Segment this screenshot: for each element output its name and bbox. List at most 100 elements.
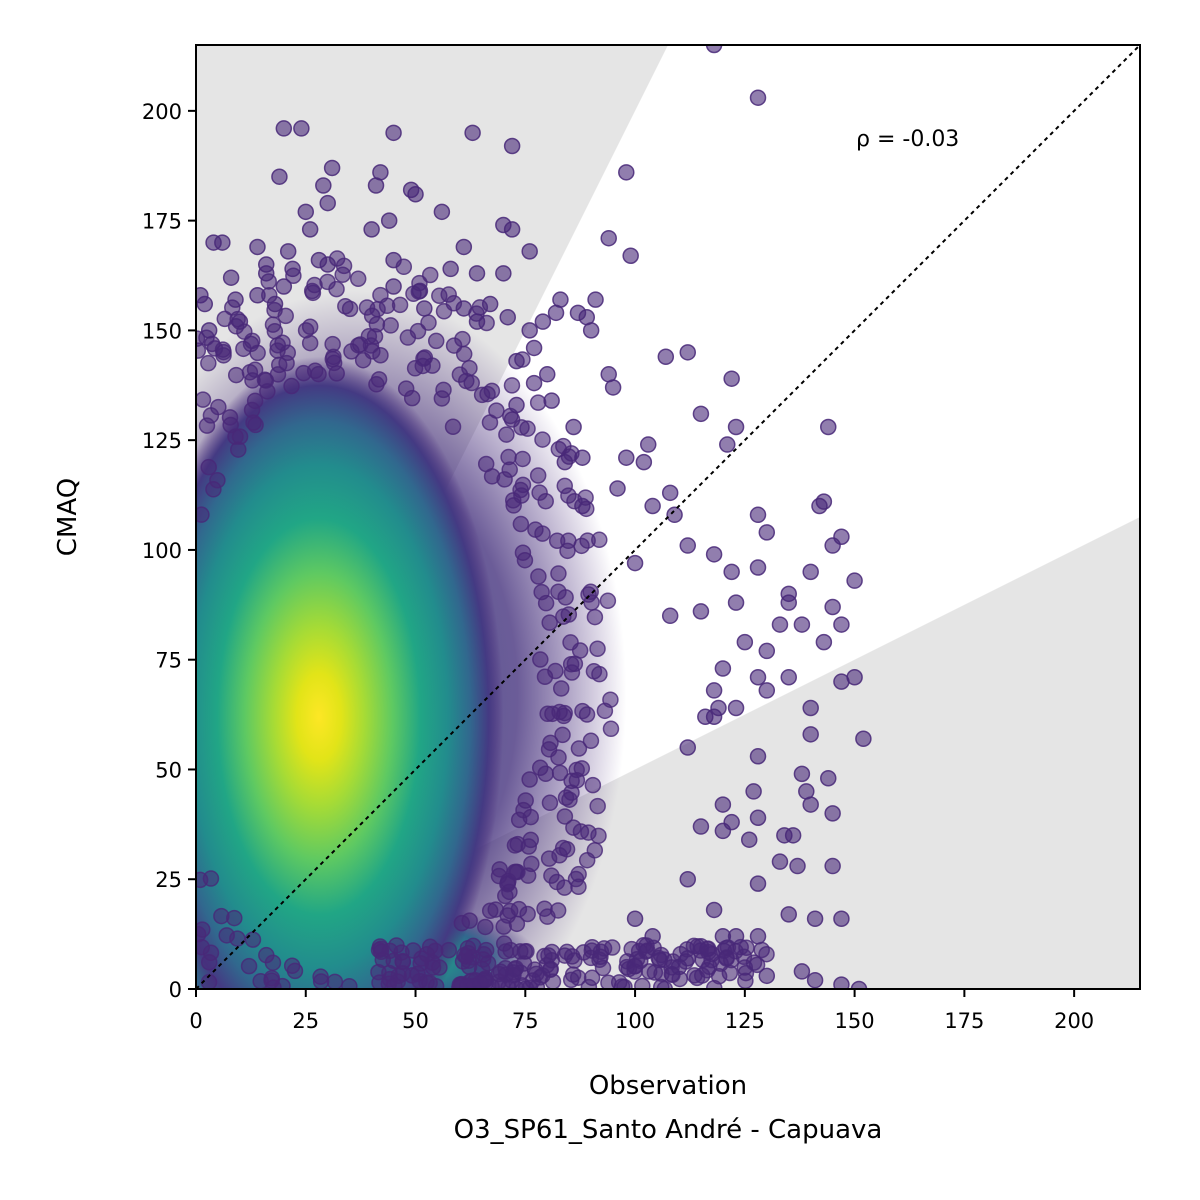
scatter-point <box>501 883 518 901</box>
scatter-point <box>382 317 399 334</box>
scatter-point <box>727 594 745 611</box>
scatter-point <box>632 952 649 970</box>
scatter-point <box>719 436 736 453</box>
density-main-cluster <box>196 356 504 989</box>
scatter-point <box>587 291 604 308</box>
scatter-point <box>749 506 767 524</box>
scatter-point <box>561 791 578 808</box>
scatter-point <box>644 497 661 515</box>
y-tick-label: 175 <box>142 210 182 234</box>
scatter-point <box>490 867 508 885</box>
scatter-point <box>635 453 653 471</box>
scatter-point <box>824 805 841 822</box>
scatter-point <box>455 300 473 317</box>
scatter-point <box>499 907 516 924</box>
x-tick-label: 0 <box>189 1009 202 1033</box>
scatter-point <box>214 234 231 251</box>
scatter-point <box>540 947 557 964</box>
scatter-point <box>723 563 740 581</box>
scatter-point <box>541 794 559 812</box>
scatter-point <box>555 608 572 625</box>
scatter-point <box>721 964 739 982</box>
scatter-point <box>758 524 776 541</box>
scatter-point <box>235 340 252 358</box>
scatter-point <box>427 332 445 350</box>
scatter-point <box>385 952 402 970</box>
scatter-point <box>328 280 345 298</box>
scatter-point <box>271 356 288 374</box>
scatter-point <box>526 961 544 978</box>
scatter-point <box>596 702 614 720</box>
scatter-point <box>534 313 552 330</box>
scatter-point <box>850 980 868 989</box>
scatter-point <box>468 265 486 282</box>
scatter-point <box>525 374 543 392</box>
scatter-point <box>370 371 388 388</box>
scatter-point <box>349 270 367 287</box>
scatter-point <box>196 921 211 938</box>
scatter-point <box>815 633 833 651</box>
scatter-point <box>210 398 227 416</box>
scatter-point <box>306 362 324 380</box>
scatter-point <box>503 377 521 394</box>
scatter-point <box>749 928 767 945</box>
scatter-point <box>806 971 824 989</box>
scatter-point <box>784 827 802 844</box>
scatter-point <box>780 906 797 923</box>
scatter-point <box>440 941 458 959</box>
scatter-point <box>570 740 588 757</box>
x-tick-label: 25 <box>292 1009 319 1033</box>
scatter-point <box>435 303 453 320</box>
scatter-point <box>257 372 275 389</box>
scatter-point <box>264 954 282 971</box>
y-tick-label: 200 <box>142 100 182 124</box>
scatter-point <box>802 699 819 717</box>
scatter-point <box>692 603 710 620</box>
scatter-point <box>780 669 797 686</box>
scatter-point <box>530 568 547 585</box>
scatter-point <box>245 414 262 431</box>
scatter-point <box>565 418 582 436</box>
x-tick-label: 50 <box>402 1009 429 1033</box>
scatter-point <box>196 506 210 523</box>
scatter-point <box>758 967 776 985</box>
scatter-point <box>820 418 837 436</box>
scatter-point <box>407 186 424 203</box>
scatter-point <box>568 761 585 779</box>
scatter-point <box>249 344 266 362</box>
scatter-point <box>297 203 315 221</box>
scatter-point <box>324 335 341 353</box>
scatter-point <box>583 969 601 987</box>
scatter-point <box>602 720 620 738</box>
y-tick-label: 50 <box>155 758 182 782</box>
scatter-point <box>556 453 574 471</box>
scatter-point <box>200 354 217 372</box>
scatter-point <box>820 769 837 787</box>
scatter-point <box>718 949 735 966</box>
scatter-point <box>586 842 604 859</box>
scatter-point <box>531 759 549 777</box>
scatter-point <box>258 265 275 282</box>
y-tick-label: 150 <box>142 319 182 343</box>
scatter-point <box>341 300 359 318</box>
scatter-point <box>263 969 281 987</box>
scatter-point <box>444 418 462 435</box>
scatter-point <box>522 808 540 826</box>
scatter-point <box>271 168 288 185</box>
scatter-point <box>414 357 432 375</box>
scatter-point <box>745 954 763 971</box>
scatter-point <box>552 680 570 697</box>
scatter-point <box>494 976 511 989</box>
scatter-point <box>227 366 245 384</box>
scatter-point <box>266 295 284 313</box>
scatter-point <box>833 910 850 927</box>
scatter-point <box>566 655 584 673</box>
scatter-point <box>661 607 679 625</box>
scatter-point <box>749 809 767 827</box>
scatter-point <box>670 958 688 976</box>
scatter-point <box>421 974 438 989</box>
scatter-point <box>740 831 758 848</box>
scatter-point <box>363 307 381 324</box>
scatter-point <box>477 455 495 473</box>
